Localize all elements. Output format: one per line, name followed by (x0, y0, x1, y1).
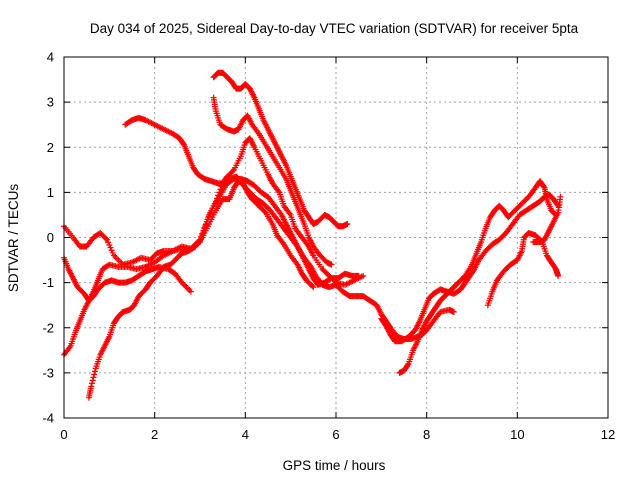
x-tick-label: 10 (510, 427, 524, 442)
x-tick-label: 0 (60, 427, 67, 442)
series-track-6 (61, 263, 194, 358)
data-point (328, 261, 335, 268)
data-point (555, 272, 562, 279)
data-point (108, 247, 115, 254)
data-point (344, 220, 351, 227)
data-point (208, 208, 215, 215)
y-tick-label: 3 (47, 95, 54, 110)
y-tick-labels: -4 -3 -2 -1 0 1 2 3 4 (42, 50, 54, 426)
data-point (207, 210, 214, 217)
y-axis-label: SDTVAR / TECUs (6, 184, 21, 293)
data-point (310, 284, 317, 291)
series-track-5 (210, 94, 335, 268)
data-point (450, 308, 457, 315)
data-point (88, 383, 95, 390)
series-track-7 (85, 178, 317, 401)
data-point (89, 377, 96, 384)
data-marks (61, 69, 564, 401)
x-axis-label: GPS time / hours (283, 458, 386, 473)
y-tick-label: 0 (47, 230, 54, 245)
data-point (180, 140, 187, 147)
data-point (261, 208, 268, 215)
x-tick-label: 8 (423, 427, 430, 442)
data-point (90, 374, 97, 381)
data-point (104, 236, 111, 243)
y-tick-label: 4 (47, 50, 54, 65)
data-point (557, 193, 564, 200)
chart-title: Day 034 of 2025, Sidereal Day-to-day VTE… (90, 21, 579, 36)
data-point (91, 368, 98, 375)
x-tick-label: 2 (151, 427, 158, 442)
data-point (229, 167, 236, 174)
y-tick-label: -3 (42, 365, 54, 380)
y-tick-label: -4 (42, 411, 54, 426)
y-tick-label: 1 (47, 185, 54, 200)
axis-ticks (63, 56, 609, 419)
data-point (355, 272, 362, 279)
y-tick-label: -1 (42, 275, 54, 290)
data-point (106, 242, 113, 249)
series-track-9 (378, 191, 562, 345)
x-tick-label: 12 (601, 427, 615, 442)
x-tick-label: 6 (332, 427, 339, 442)
data-point (91, 371, 98, 378)
series-track-4 (210, 69, 351, 230)
y-tick-label: 2 (47, 140, 54, 155)
data-point (206, 213, 213, 220)
data-point (88, 380, 95, 387)
data-point (404, 361, 411, 368)
x-tick-labels: 0 2 4 6 8 10 12 (60, 427, 615, 442)
data-point (309, 283, 316, 290)
y-tick-label: -2 (42, 320, 54, 335)
data-point (107, 244, 114, 251)
data-point (105, 239, 112, 246)
data-point (187, 288, 194, 295)
data-point (102, 235, 109, 242)
data-point (540, 183, 547, 190)
series-track-11 (530, 193, 564, 246)
x-tick-label: 4 (242, 427, 249, 442)
data-point (109, 249, 116, 256)
